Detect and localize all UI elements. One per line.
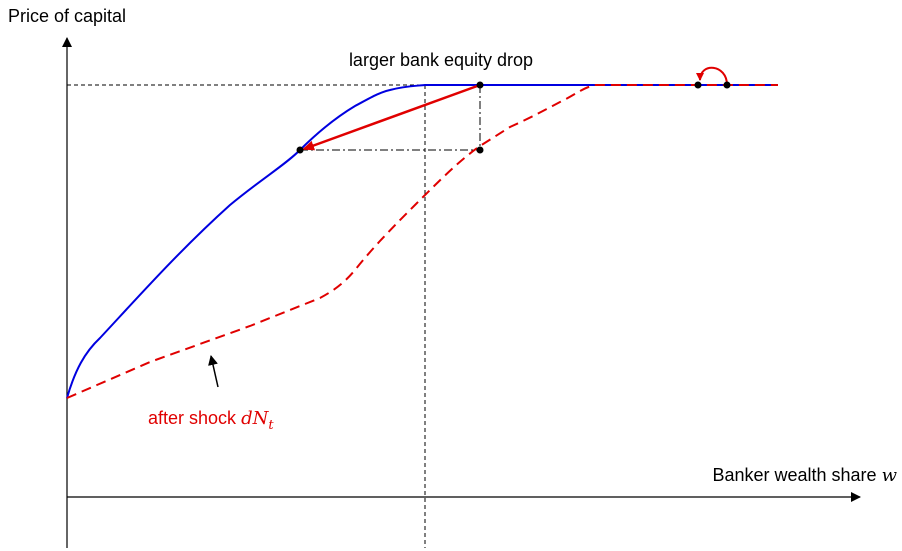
pointer-arrow <box>208 355 219 388</box>
curve-before <box>66 84 778 399</box>
loop-arrow <box>696 66 728 86</box>
drop-arrow <box>302 83 481 151</box>
curve-after <box>66 84 778 399</box>
shock-variable: dN <box>241 408 270 429</box>
shock-annotation: after shock dNt <box>148 408 274 433</box>
x-axis-label: Banker wealth share w <box>712 465 897 486</box>
x-axis-variable: w <box>882 465 898 486</box>
point <box>723 81 731 89</box>
x-axis-label-text: Banker wealth share <box>712 465 876 485</box>
point <box>476 146 484 154</box>
annotation: larger bank equity drop <box>349 50 533 70</box>
point <box>296 146 304 154</box>
shock-subscript: t <box>268 418 274 433</box>
point <box>476 81 484 89</box>
shock-text: after shock <box>148 408 237 428</box>
y-axis-label: Price of capital <box>8 6 126 26</box>
point <box>694 81 702 89</box>
